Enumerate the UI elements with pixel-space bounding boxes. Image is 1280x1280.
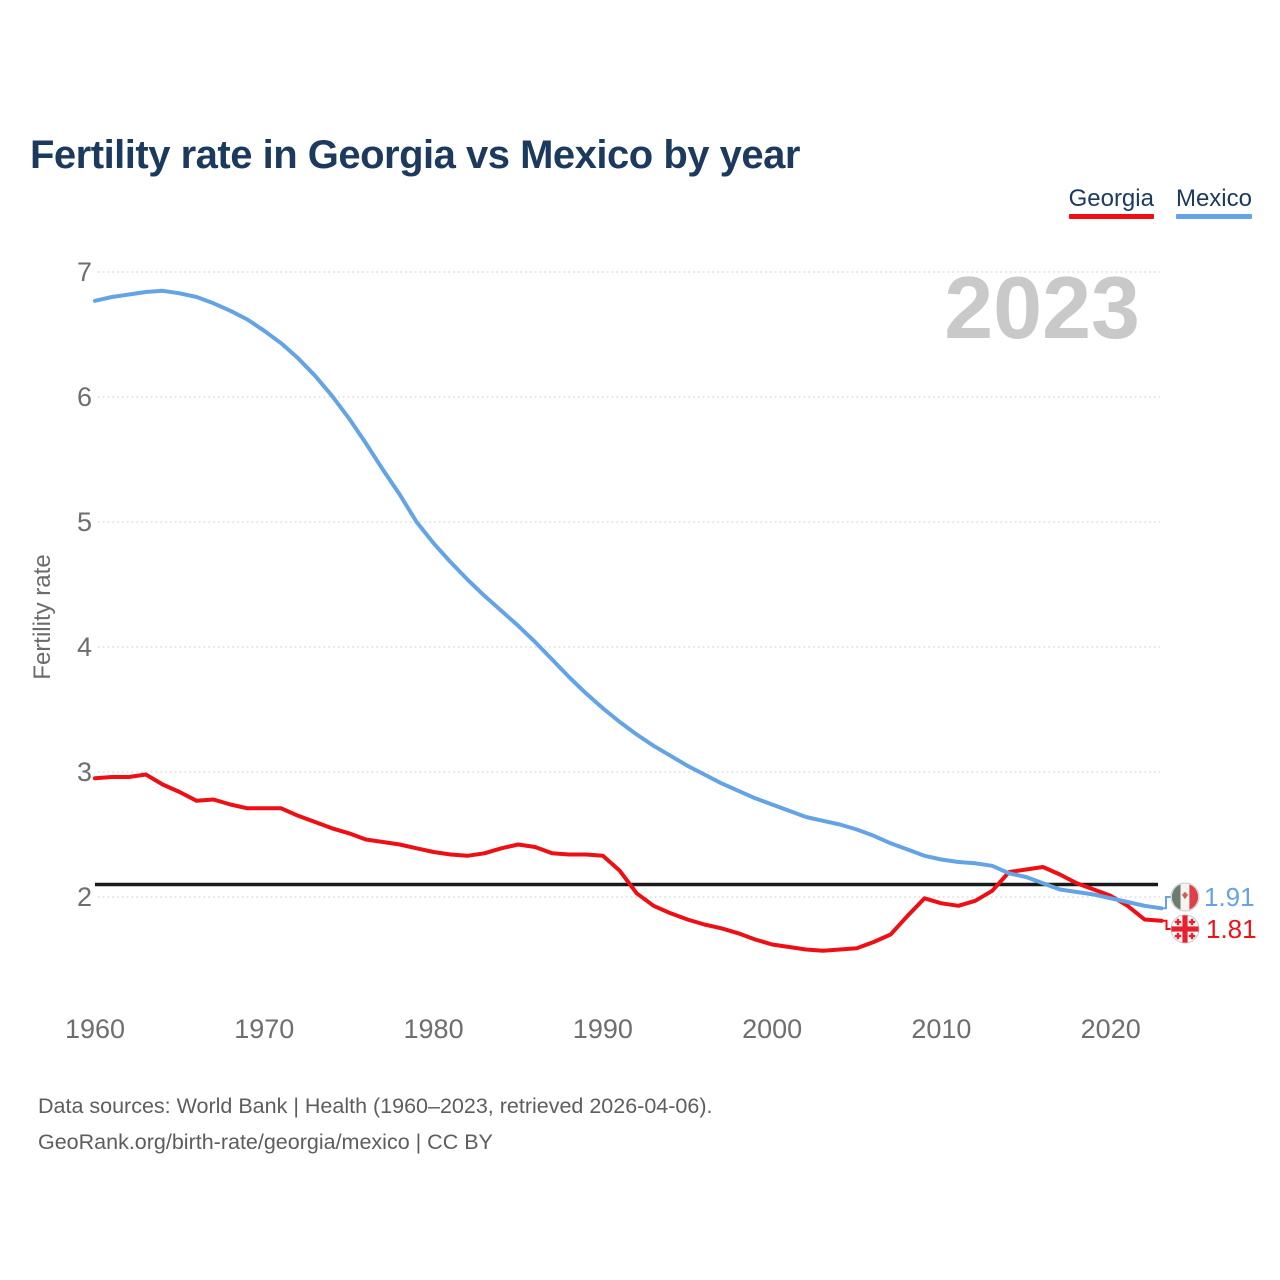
y-tick-3: 3	[76, 757, 92, 787]
legend-item-mexico[interactable]: Mexico	[1175, 185, 1252, 219]
y-tick-5: 5	[76, 507, 92, 537]
series-lines	[93, 288, 1164, 953]
x-tick-2020: 2020	[1080, 1014, 1141, 1044]
mexico-flag-icon	[1170, 882, 1200, 912]
legend-label-mexico: Mexico	[1175, 185, 1252, 212]
legend: Georgia Mexico	[1068, 185, 1252, 219]
georgia-flag-icon	[1170, 914, 1200, 944]
x-tick-1960: 1960	[64, 1014, 126, 1044]
mexico-end-value: 1.91	[1204, 882, 1255, 912]
y-tick-6: 6	[76, 382, 92, 412]
x-tick-2010: 2010	[911, 1014, 972, 1044]
line-georgia	[93, 772, 1164, 953]
y-tick-7: 7	[76, 257, 92, 287]
legend-item-georgia[interactable]: Georgia	[1068, 185, 1154, 219]
x-tick-1990: 1990	[572, 1014, 633, 1044]
footer-attribution: GeoRank.org/birth-rate/georgia/mexico | …	[38, 1130, 493, 1154]
gridlines	[98, 271, 1160, 898]
footer: Data sources: World Bank | Health (1960–…	[38, 1088, 712, 1160]
legend-underline-mexico	[1175, 214, 1252, 219]
page-title: Fertility rate in Georgia vs Mexico by y…	[30, 132, 800, 177]
x-tick-1970: 1970	[234, 1014, 295, 1044]
y-tick-2: 2	[76, 882, 92, 912]
legend-underline-georgia	[1068, 214, 1154, 219]
line-mexico	[93, 288, 1164, 911]
georgia-end-value: 1.81	[1206, 914, 1257, 944]
y-tick-4: 4	[76, 632, 92, 662]
watermark-year: 2023	[944, 258, 1140, 357]
mexico-leader-line	[1161, 896, 1172, 910]
x-tick-2000: 2000	[742, 1014, 803, 1044]
footer-data-sources: Data sources: World Bank | Health (1960–…	[38, 1094, 713, 1118]
end-label-leaders	[1161, 896, 1172, 930]
georgia-leader-line	[1161, 919, 1172, 930]
legend-label-georgia: Georgia	[1068, 185, 1154, 212]
x-tick-1980: 1980	[403, 1014, 464, 1044]
